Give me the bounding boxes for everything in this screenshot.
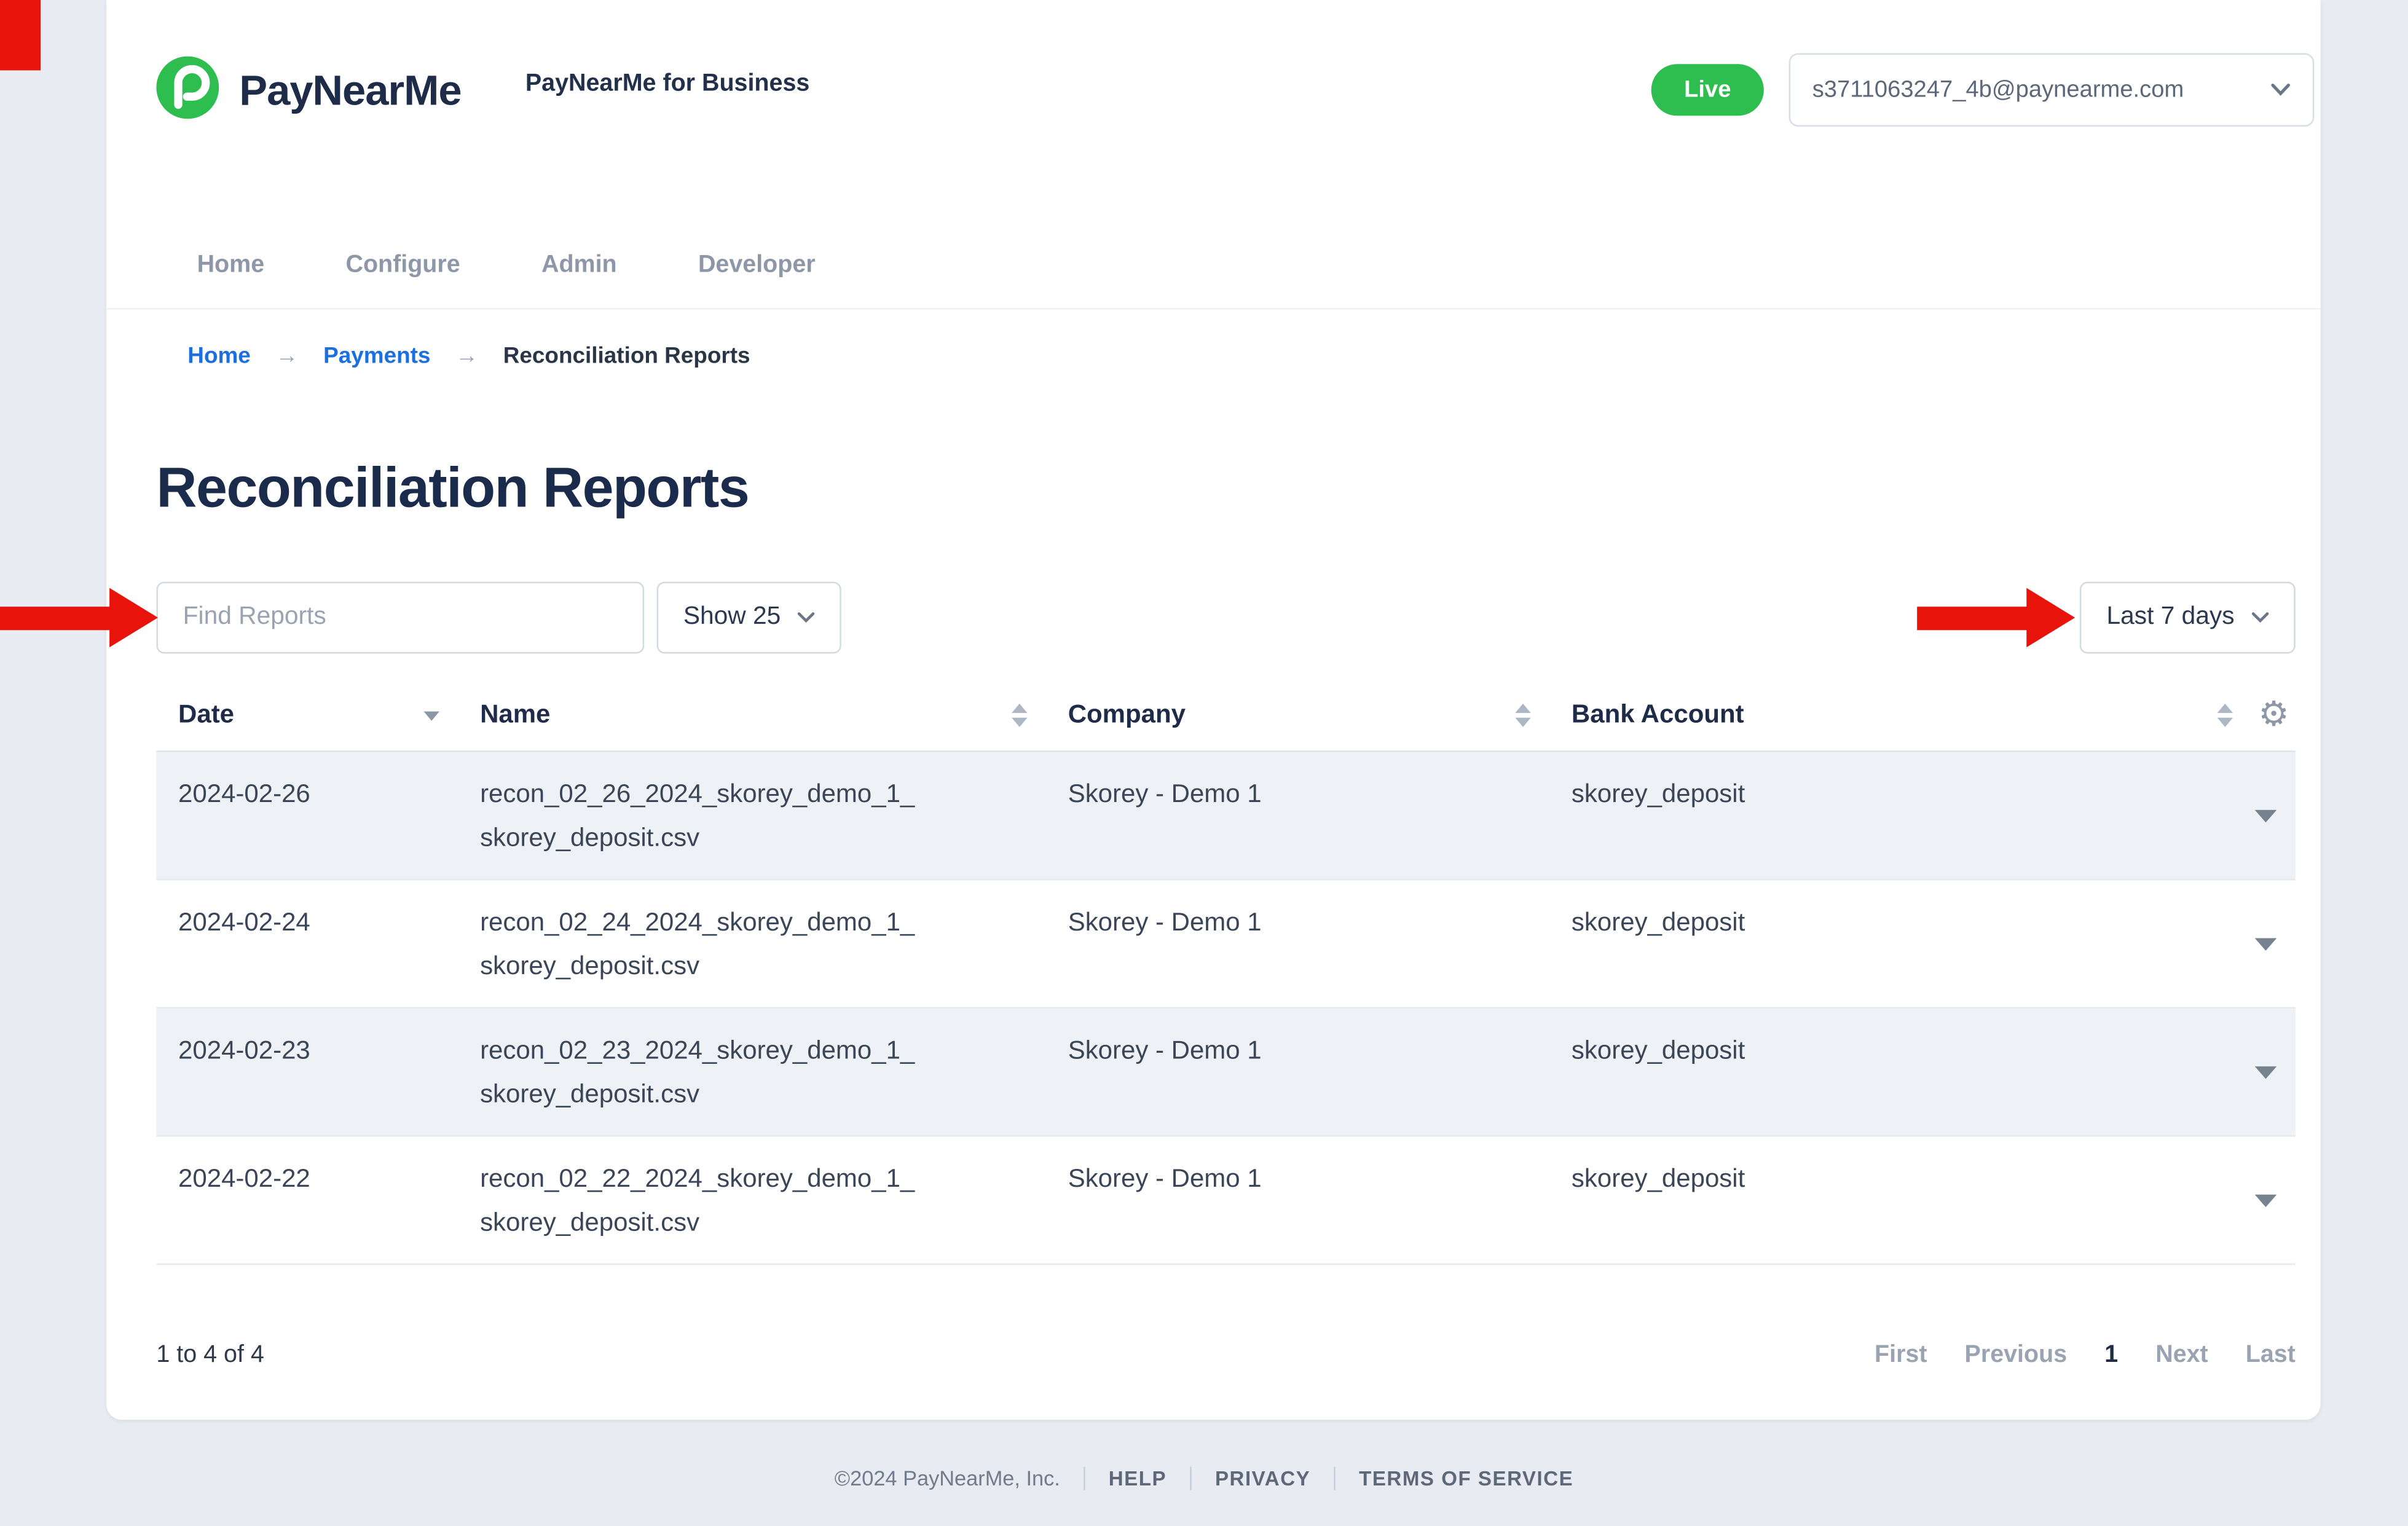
annotation-arrow-find-reports [0, 588, 158, 648]
show-count-dropdown[interactable]: Show 25 [656, 581, 842, 654]
sort-icon[interactable] [2217, 703, 2233, 728]
sort-desc-icon[interactable] [423, 710, 439, 720]
show-count-label: Show 25 [683, 604, 781, 631]
reports-table: Date Name Company Bank Account ⚙ [156, 680, 2296, 1265]
cell-name: recon_02_26_2024_skorey_demo_1_ skorey_d… [480, 780, 915, 852]
breadcrumb-current: Reconciliation Reports [503, 344, 750, 369]
nav-item-home[interactable]: Home [197, 251, 265, 278]
table-row: 2024-02-24 recon_02_24_2024_skorey_demo_… [156, 880, 2296, 1009]
main-nav: Home Configure Admin Developer [197, 235, 816, 297]
cell-actions [2166, 1009, 2296, 1135]
date-range-label: Last 7 days [2106, 604, 2235, 631]
pagination-previous-button[interactable]: Previous [1964, 1341, 2068, 1369]
cell-company: Skorey - Demo 1 [1068, 908, 1262, 937]
cell-company: Skorey - Demo 1 [1068, 1165, 1262, 1194]
pagination: First Previous 1 Next Last [1875, 1334, 2296, 1377]
breadcrumb-arrow-icon: → [275, 344, 299, 369]
footer-divider [1084, 1466, 1085, 1490]
date-range-dropdown[interactable]: Last 7 days [2080, 581, 2296, 654]
cell-date: 2024-02-26 [178, 780, 310, 809]
pagination-next-button[interactable]: Next [2155, 1341, 2208, 1369]
row-actions-caret-icon[interactable] [2254, 937, 2277, 950]
table-row: 2024-02-23 recon_02_23_2024_skorey_demo_… [156, 1009, 2296, 1137]
cell-actions [2166, 1137, 2296, 1264]
cell-bank-account: skorey_deposit [1571, 908, 1745, 937]
sort-icon[interactable] [1012, 703, 1028, 728]
pagination-current-page: 1 [2104, 1341, 2119, 1369]
table-header-row: Date Name Company Bank Account ⚙ [156, 680, 2296, 752]
breadcrumb: Home → Payments → Reconciliation Reports [187, 333, 750, 380]
cell-actions [2166, 880, 2296, 1007]
cell-name: recon_02_24_2024_skorey_demo_1_ skorey_d… [480, 908, 915, 981]
chevron-down-icon [2251, 604, 2269, 632]
table-row: 2024-02-22 recon_02_22_2024_skorey_demo_… [156, 1137, 2296, 1265]
brand: PayNearMe [156, 56, 462, 127]
account-dropdown[interactable]: s3711063247_4b@paynearme.com [1788, 53, 2315, 127]
row-actions-caret-icon[interactable] [2254, 809, 2277, 822]
privacy-link[interactable]: PRIVACY [1214, 1466, 1311, 1490]
annotation-corner-marker [0, 0, 41, 71]
nav-item-configure[interactable]: Configure [345, 251, 460, 278]
nav-item-admin[interactable]: Admin [541, 251, 617, 278]
pagination-last-button[interactable]: Last [2245, 1341, 2296, 1369]
column-header-company[interactable]: Company [1046, 701, 1549, 730]
nav-item-developer[interactable]: Developer [698, 251, 816, 278]
account-email: s3711063247_4b@paynearme.com [1812, 76, 2184, 103]
breadcrumb-arrow-icon: → [455, 344, 479, 369]
gear-icon[interactable]: ⚙ [2258, 694, 2289, 734]
column-header-bank-account[interactable]: Bank Account [1571, 700, 1744, 729]
search-input[interactable] [156, 581, 645, 654]
cell-company: Skorey - Demo 1 [1068, 780, 1262, 809]
table-row: 2024-02-26 recon_02_26_2024_skorey_demo_… [156, 752, 2296, 881]
column-header-actions: ⚙ [2166, 698, 2296, 733]
cell-bank-account: skorey_deposit [1571, 1165, 1745, 1194]
breadcrumb-payments-link[interactable]: Payments [323, 344, 431, 369]
live-status-badge: Live [1651, 64, 1764, 116]
nav-divider [106, 308, 2321, 310]
cell-date: 2024-02-24 [178, 908, 310, 937]
cell-company: Skorey - Demo 1 [1068, 1036, 1262, 1065]
product-title: PayNearMe for Business [525, 70, 810, 97]
footer-divider [1334, 1466, 1336, 1490]
terms-of-service-link[interactable]: TERMS OF SERVICE [1359, 1466, 1574, 1490]
row-actions-caret-icon[interactable] [2254, 1065, 2277, 1079]
cell-date: 2024-02-23 [178, 1036, 310, 1065]
cell-bank-account: skorey_deposit [1571, 1036, 1745, 1065]
page-footer: ©2024 PayNearMe, Inc. HELP PRIVACY TERMS… [0, 1466, 2408, 1490]
cell-date: 2024-02-22 [178, 1165, 310, 1194]
breadcrumb-home-link[interactable]: Home [187, 344, 251, 369]
column-header-date[interactable]: Date [156, 701, 458, 730]
help-link[interactable]: HELP [1108, 1466, 1167, 1490]
sort-icon[interactable] [1515, 703, 1531, 728]
cell-name: recon_02_22_2024_skorey_demo_1_ skorey_d… [480, 1165, 915, 1237]
cell-actions [2166, 752, 2296, 879]
pagination-summary: 1 to 4 of 4 [156, 1341, 264, 1369]
copyright-text: ©2024 PayNearMe, Inc. [834, 1466, 1060, 1490]
main-card: PayNearMe PayNearMe for Business Live s3… [106, 0, 2321, 1420]
annotation-arrow-date-range [1917, 588, 2076, 648]
brand-name: PayNearMe [239, 67, 462, 114]
page-title: Reconciliation Reports [156, 455, 749, 519]
pagination-first-button[interactable]: First [1875, 1341, 1927, 1369]
cell-name: recon_02_23_2024_skorey_demo_1_ skorey_d… [480, 1036, 915, 1109]
footer-divider [1190, 1466, 1192, 1490]
column-header-name[interactable]: Name [458, 701, 1046, 730]
chevron-down-icon [798, 604, 815, 632]
paynearme-logo-icon [156, 56, 219, 127]
chevron-down-icon [2270, 77, 2291, 103]
cell-bank-account: skorey_deposit [1571, 780, 1745, 809]
row-actions-caret-icon[interactable] [2254, 1194, 2277, 1206]
